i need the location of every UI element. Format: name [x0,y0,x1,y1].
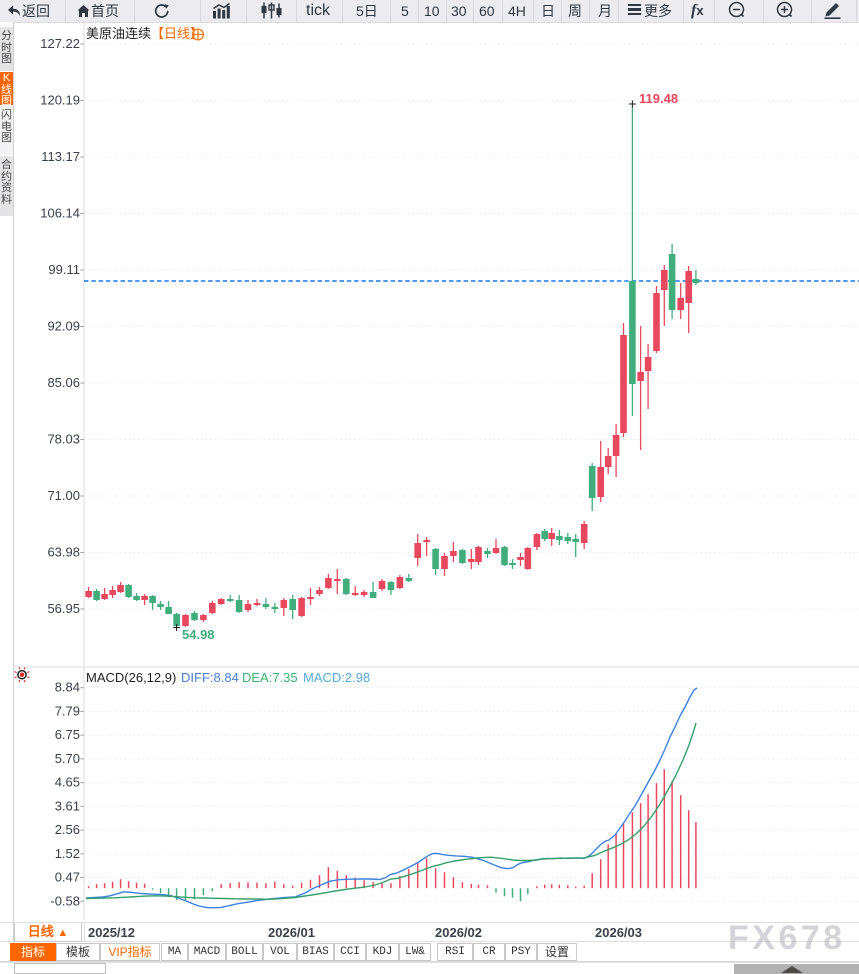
svg-text:106.14: 106.14 [40,206,80,221]
svg-text:99.11: 99.11 [48,262,80,277]
svg-text:71.00: 71.00 [47,488,80,503]
svg-text:1.52: 1.52 [55,846,80,861]
svg-text:92.09: 92.09 [47,319,80,334]
svg-text:63.98: 63.98 [47,545,80,560]
svg-text:美原油连续【日线】: 美原油连续【日线】 [86,26,203,41]
svg-text:120.19: 120.19 [40,93,80,108]
svg-text:8.84: 8.84 [55,680,80,695]
svg-text:54.98: 54.98 [182,627,215,642]
svg-text:4.65: 4.65 [55,775,80,790]
svg-text:7.79: 7.79 [55,703,80,718]
svg-text:85.06: 85.06 [47,375,80,390]
svg-text:5.70: 5.70 [55,751,80,766]
svg-text:6.75: 6.75 [55,727,80,742]
svg-text:2.56: 2.56 [55,822,80,837]
svg-text:56.95: 56.95 [47,601,80,616]
svg-text:113.17: 113.17 [41,149,80,164]
svg-text:0.47: 0.47 [55,870,80,885]
svg-text:-0.58: -0.58 [50,893,80,908]
svg-text:78.03: 78.03 [47,432,80,447]
svg-text:3.61: 3.61 [55,798,80,813]
svg-text:119.48: 119.48 [639,91,678,106]
svg-text:127.22: 127.22 [40,36,80,51]
